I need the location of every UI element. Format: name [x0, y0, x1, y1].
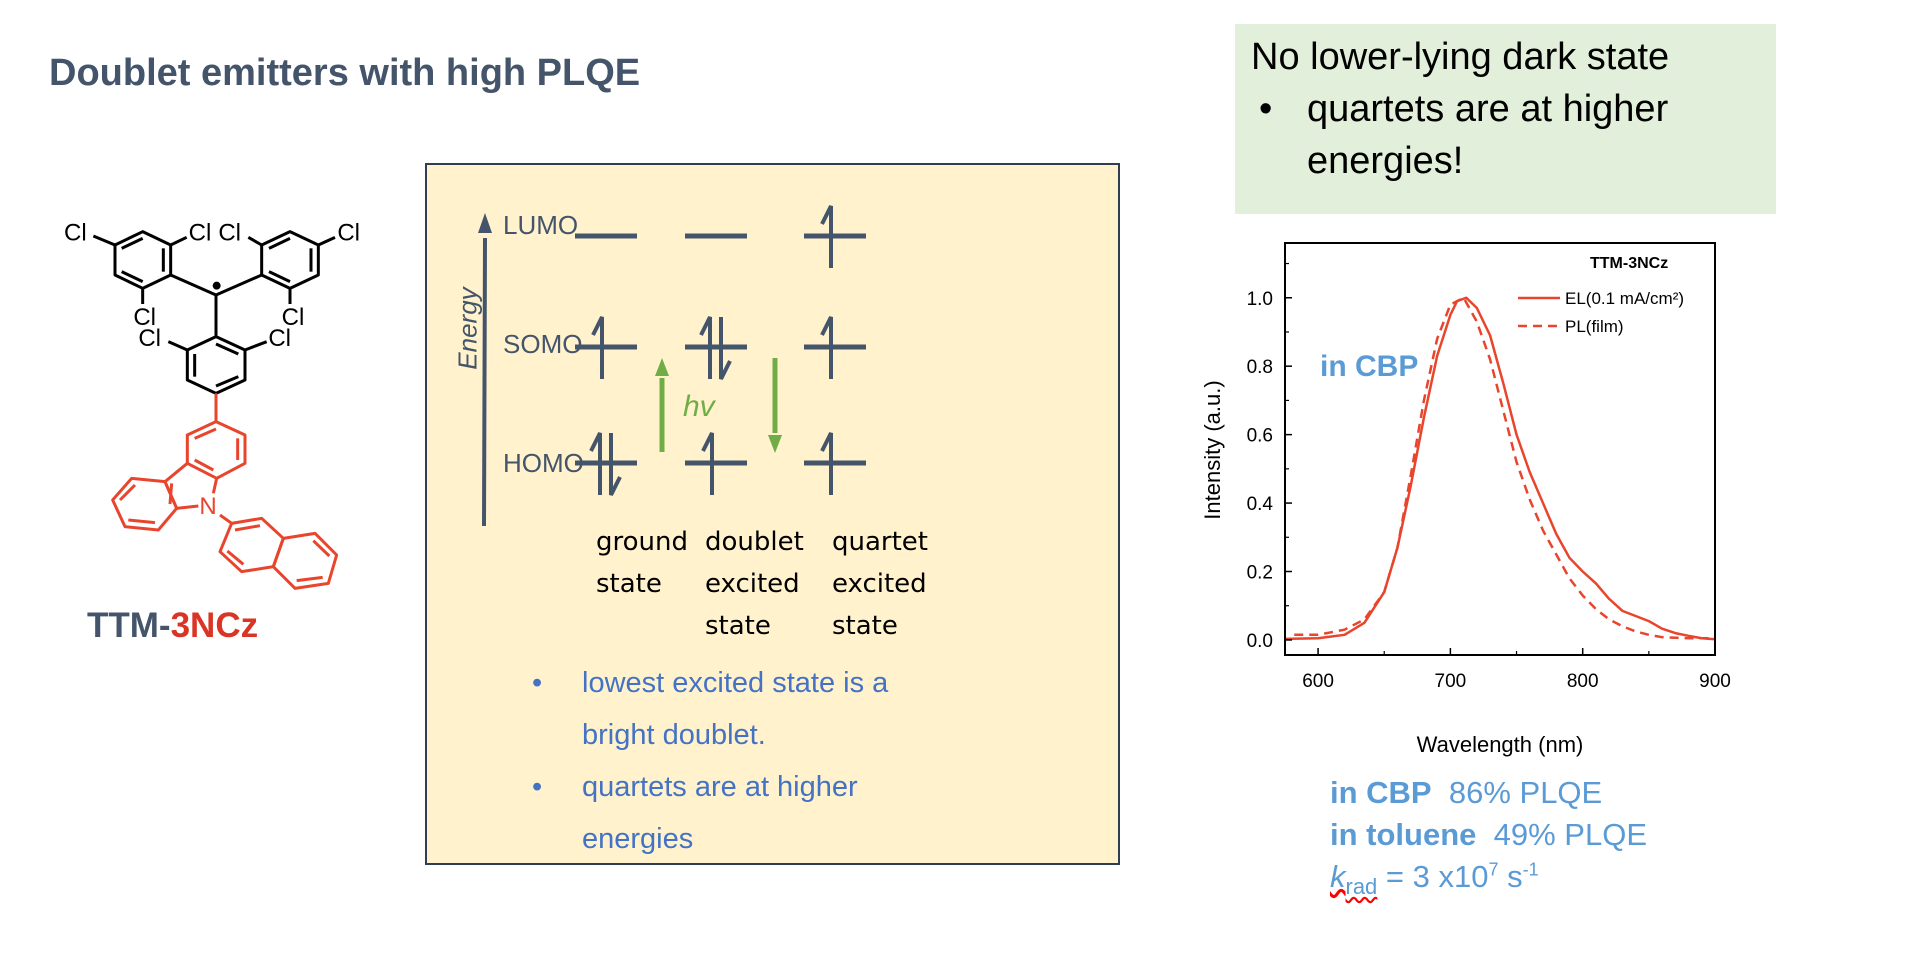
bullet-symbol: •	[532, 667, 543, 699]
molecule-name: TTM-3NCz	[87, 606, 258, 646]
spin-up-electron	[699, 316, 712, 379]
callout-heading: No lower-lying dark state	[1251, 36, 1670, 78]
atom-label-n: N	[199, 493, 216, 520]
excitation-arrow	[655, 358, 669, 452]
y-tick-label: 0.4	[1247, 494, 1274, 515]
spin-down-electron	[609, 433, 622, 496]
bullet-symbol: •	[532, 771, 543, 803]
atom-label: Cl	[268, 325, 291, 352]
bullet-item: lowest excited state is a bright doublet.	[582, 667, 889, 751]
atom-label: Cl	[189, 220, 212, 247]
atom-label: Cl	[133, 304, 156, 331]
legend-label-pl: PL(film)	[1565, 317, 1624, 336]
radical-dot	[212, 281, 221, 290]
legend-label-el: EL(0.1 mA/cm²)	[1565, 289, 1684, 308]
spin-up-electron	[820, 205, 833, 268]
plot-frame	[1284, 242, 1716, 656]
atom-label: Cl	[282, 304, 305, 331]
atom-label: Cl	[218, 220, 241, 247]
molecule-name-core: TTM-	[87, 606, 171, 645]
stat-krad: krad = 3 x107 s-1	[1330, 859, 1539, 900]
energy-diagram-box: Energy LUMO SOMO HOMO hv ground state dou…	[425, 163, 1120, 865]
molecule-name-substituent: 3NCz	[170, 606, 259, 645]
x-tick-label: 900	[1699, 671, 1731, 692]
energy-axis	[482, 237, 487, 527]
callout-line: quartets are at higher	[1307, 88, 1669, 130]
y-tick-label: 0.8	[1247, 357, 1273, 378]
level-label-lumo: LUMO	[503, 210, 579, 240]
series-line-pl	[1294, 296, 1715, 640]
atom-label: Cl	[337, 220, 360, 247]
energy-axis-arrowhead	[478, 213, 492, 233]
spin-up-electron	[589, 432, 602, 495]
legend-title: TTM-3NCz	[1590, 255, 1668, 272]
x-tick-label: 800	[1567, 671, 1599, 692]
molecule-structure: Cl Cl Cl Cl Cl Cl Cl Cl N	[64, 220, 360, 590]
spin-up-electron	[820, 432, 833, 495]
energy-level-diagram	[478, 205, 866, 527]
atom-label: Cl	[64, 220, 87, 247]
spin-up-electron	[591, 316, 604, 379]
state-label-quartet: quartet excited state	[832, 527, 928, 641]
bullet-item: quartets are at higher energies	[582, 771, 858, 855]
x-axis-label: Wavelength (nm)	[1417, 732, 1584, 757]
y-tick-label: 1.0	[1247, 289, 1273, 310]
state-label-doublet: doublet excited state	[705, 527, 804, 641]
series-line-el	[1284, 296, 1716, 641]
y-tick-label: 0.0	[1247, 631, 1273, 652]
y-tick-label: 0.2	[1247, 563, 1273, 584]
state-label-ground: ground state	[596, 527, 688, 599]
stat-toluene: in toluene 49% PLQE	[1330, 817, 1647, 852]
callout-line: energies!	[1307, 140, 1464, 182]
callout-box: No lower-lying dark state • quartets are…	[1235, 24, 1776, 214]
level-label-homo: HOMO	[503, 448, 584, 478]
spin-down-electron	[719, 317, 732, 380]
callout-bullet: •	[1259, 88, 1273, 130]
y-tick-label: 0.6	[1247, 426, 1273, 447]
atom-label: Cl	[138, 325, 161, 352]
spectrum-chart: 0.0 0.2 0.4 0.6 0.8 1.0 600 700 800 900 in CBP TT…	[1200, 242, 1731, 757]
spin-up-electron	[701, 432, 714, 495]
level-label-somo: SOMO	[503, 329, 583, 359]
x-tick-label: 600	[1302, 671, 1334, 692]
y-axis-label: Intensity (a.u.)	[1200, 380, 1225, 519]
x-tick-label: 700	[1435, 671, 1467, 692]
chart-annotation: in CBP	[1320, 350, 1418, 383]
energy-axis-label: Energy	[452, 287, 483, 370]
slide-title: Doublet emitters with high PLQE	[49, 52, 641, 94]
emission-arrow	[768, 358, 782, 453]
spin-up-electron	[820, 316, 833, 379]
photon-label: hv	[683, 390, 715, 423]
stat-cbp: in CBP 86% PLQE	[1330, 775, 1603, 810]
